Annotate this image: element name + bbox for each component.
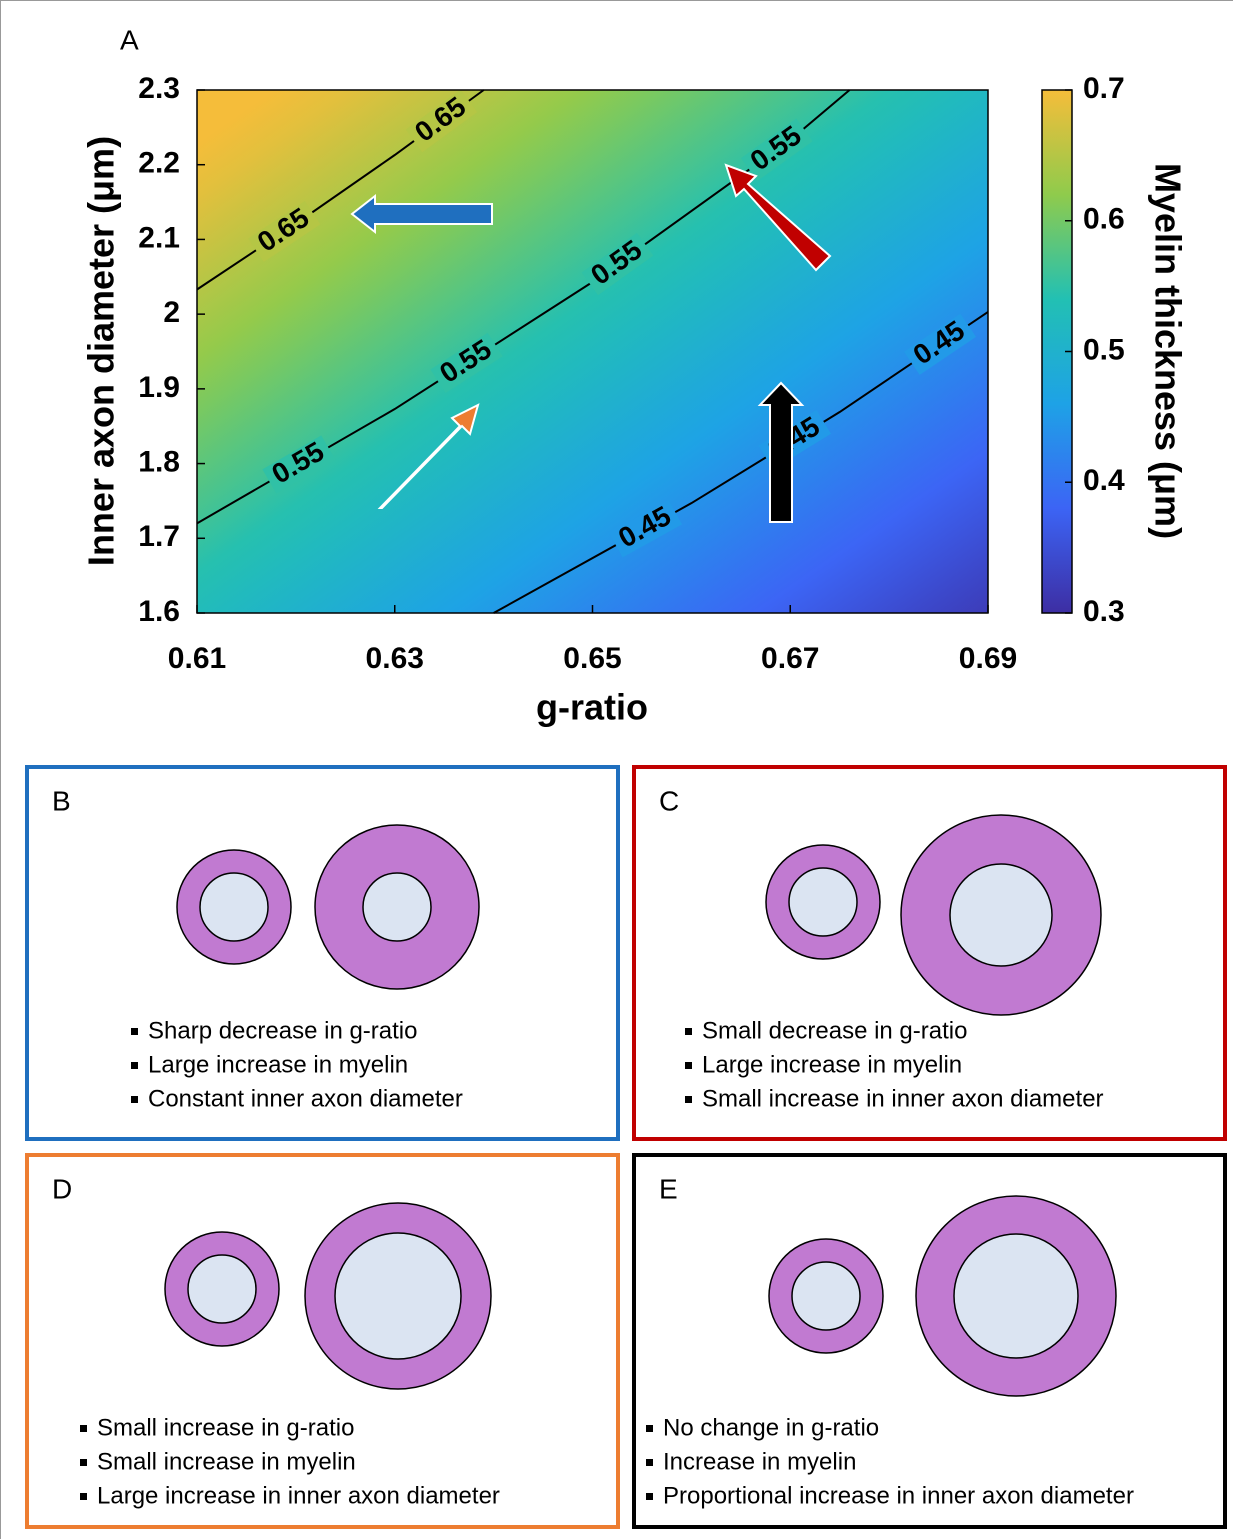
- bullet-text: Increase in myelin: [663, 1448, 856, 1475]
- panel-label: D: [52, 1173, 72, 1204]
- panel-label: C: [659, 785, 679, 816]
- bullet: [131, 1062, 138, 1069]
- axon-inner: [950, 864, 1052, 966]
- colorbar-tick-label: 0.3: [1083, 595, 1125, 628]
- axon-inner: [954, 1234, 1078, 1358]
- y-tick-label: 2.2: [138, 147, 180, 180]
- bullet: [80, 1459, 87, 1466]
- bullet: [131, 1028, 138, 1035]
- bullet-text: Large increase in inner axon diameter: [97, 1482, 500, 1509]
- bullet-text: Small increase in g-ratio: [97, 1414, 354, 1441]
- bullet-text: Proportional increase in inner axon diam…: [663, 1482, 1134, 1509]
- axon-inner: [200, 873, 268, 941]
- bullet-text: Small decrease in g-ratio: [702, 1017, 967, 1044]
- axon-inner: [335, 1233, 461, 1359]
- panel-e-circles: [769, 1196, 1116, 1396]
- x-tick-label: 0.63: [366, 642, 424, 675]
- panel-label: A: [120, 24, 139, 55]
- y-tick-label: 2: [163, 296, 180, 329]
- x-axis-label: g-ratio: [536, 687, 648, 728]
- y-tick-label: 1.8: [138, 445, 180, 478]
- axon-inner: [363, 873, 431, 941]
- figure: A 0.650.650.550.550.550.550.450.450.450.…: [0, 0, 1233, 1539]
- bullet-text: Large increase in myelin: [702, 1051, 962, 1078]
- bullet: [80, 1425, 87, 1432]
- panel-c-circles: [766, 815, 1101, 1015]
- colorbar-label: Myelin thickness (μm): [1147, 163, 1188, 539]
- panel-label: E: [659, 1173, 678, 1204]
- bullet-text: Large increase in myelin: [148, 1051, 408, 1078]
- bullet-text: Sharp decrease in g-ratio: [148, 1017, 417, 1044]
- y-tick-label: 2.1: [138, 221, 180, 254]
- bullet: [646, 1493, 653, 1500]
- bullet: [80, 1493, 87, 1500]
- y-tick-label: 1.9: [138, 371, 180, 404]
- plot: 0.650.650.550.550.550.550.450.450.450.61…: [81, 72, 1189, 728]
- y-tick-label: 2.3: [138, 72, 180, 105]
- bullet-text: Small increase in myelin: [97, 1448, 356, 1475]
- x-tick-label: 0.61: [168, 642, 226, 675]
- bullet: [131, 1096, 138, 1103]
- y-tick-label: 1.7: [138, 520, 180, 553]
- x-tick-label: 0.65: [563, 642, 621, 675]
- heatmap: [197, 90, 988, 613]
- bullet: [685, 1062, 692, 1069]
- bullet: [685, 1028, 692, 1035]
- bullet-text: No change in g-ratio: [663, 1414, 879, 1441]
- axon-inner: [188, 1255, 256, 1323]
- x-tick-label: 0.67: [761, 642, 819, 675]
- panels: B Sharp decrease in g-ratio Large increase…: [27, 767, 1225, 1527]
- bullet-text: Constant inner axon diameter: [148, 1085, 463, 1112]
- bullet: [646, 1425, 653, 1432]
- bullet: [685, 1096, 692, 1103]
- bullet-text: Small increase in inner axon diameter: [702, 1085, 1104, 1112]
- x-tick-label: 0.69: [959, 642, 1017, 675]
- panel-label: B: [52, 785, 71, 816]
- axon-inner: [792, 1262, 860, 1330]
- colorbar-tick-label: 0.7: [1083, 72, 1125, 105]
- panel-b-circles: [177, 825, 479, 989]
- panel-d-circles: [165, 1203, 491, 1389]
- y-axis-label: Inner axon diameter (μm): [81, 136, 122, 566]
- panel-border: [27, 767, 618, 1139]
- colorbar-tick-label: 0.4: [1083, 464, 1125, 497]
- bullet: [646, 1459, 653, 1466]
- axon-inner: [789, 868, 857, 936]
- colorbar-tick-label: 0.5: [1083, 333, 1125, 366]
- y-tick-label: 1.6: [138, 595, 180, 628]
- colorbar-tick-label: 0.6: [1083, 203, 1125, 236]
